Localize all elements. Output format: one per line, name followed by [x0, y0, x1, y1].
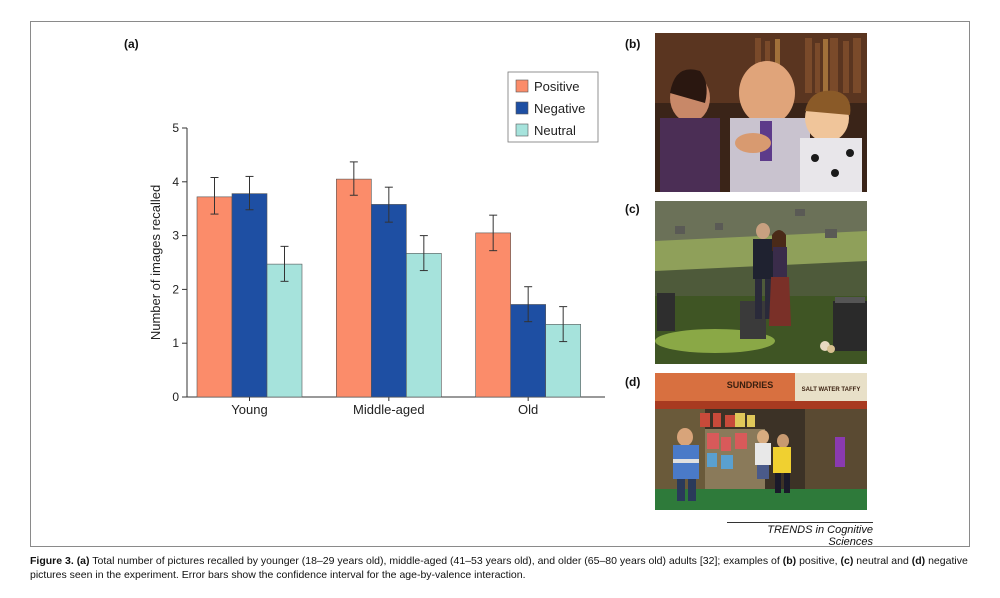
legend-label-positive: Positive	[534, 79, 580, 94]
y-tick-label: 0	[172, 390, 179, 404]
photo-negative: SUNDRIES SALT WATER TAFFY	[655, 373, 867, 510]
x-tick-label-young: Young	[231, 402, 267, 417]
figure-credit: TRENDS in Cognitive Sciences	[727, 522, 873, 548]
panel-label-d: (d)	[625, 375, 641, 389]
caption-ref-b: (b)	[782, 555, 797, 567]
figure-caption: Figure 3. (a) Total number of pictures r…	[30, 554, 980, 582]
sign-taffy: SALT WATER TAFFY	[802, 387, 861, 393]
caption-text-1: Total number of pictures recalled by you…	[89, 555, 783, 567]
bar-negative-young	[231, 193, 268, 398]
bar-negative-middle-aged	[371, 204, 407, 398]
legend-swatch-negative	[515, 101, 529, 115]
y-axis-title: Number of images recalled	[148, 185, 163, 340]
legend-label-neutral: Neutral	[534, 123, 576, 138]
caption-ref-d: (d)	[911, 555, 926, 567]
caption-ref-c: (c)	[840, 555, 854, 567]
photo-positive	[655, 33, 867, 192]
bar-positive-old	[475, 232, 511, 398]
caption-text-2: positive,	[796, 555, 841, 567]
y-tick-label: 2	[172, 282, 179, 296]
bar-positive-middle-aged	[336, 178, 372, 398]
photo-neutral	[655, 201, 867, 364]
panel-label-b: (b)	[625, 37, 641, 51]
caption-figure-number: Figure 3.	[30, 555, 74, 567]
bar-neutral-young	[266, 263, 303, 398]
y-tick-label: 1	[172, 336, 179, 350]
bar-positive-young	[196, 196, 233, 398]
y-tick-label: 4	[172, 175, 179, 189]
x-tick-label-middle-aged: Middle-aged	[353, 402, 425, 417]
caption-text-4: negative pictures seen in the experiment…	[30, 555, 968, 581]
panel-label-c: (c)	[625, 202, 640, 216]
legend-swatch-neutral	[515, 123, 529, 137]
x-tick-label-old: Old	[518, 402, 538, 417]
legend-swatch-positive	[515, 79, 529, 93]
sign-sundries: SUNDRIES	[727, 380, 774, 390]
caption-text-3: neutral and	[853, 555, 912, 567]
caption-ref-a: (a)	[76, 555, 90, 567]
y-tick-label: 3	[172, 229, 179, 243]
bar-neutral-middle-aged	[406, 253, 442, 398]
panel-label-a: (a)	[124, 37, 139, 51]
legend-label-negative: Negative	[534, 101, 585, 116]
y-tick-label: 5	[172, 121, 179, 135]
